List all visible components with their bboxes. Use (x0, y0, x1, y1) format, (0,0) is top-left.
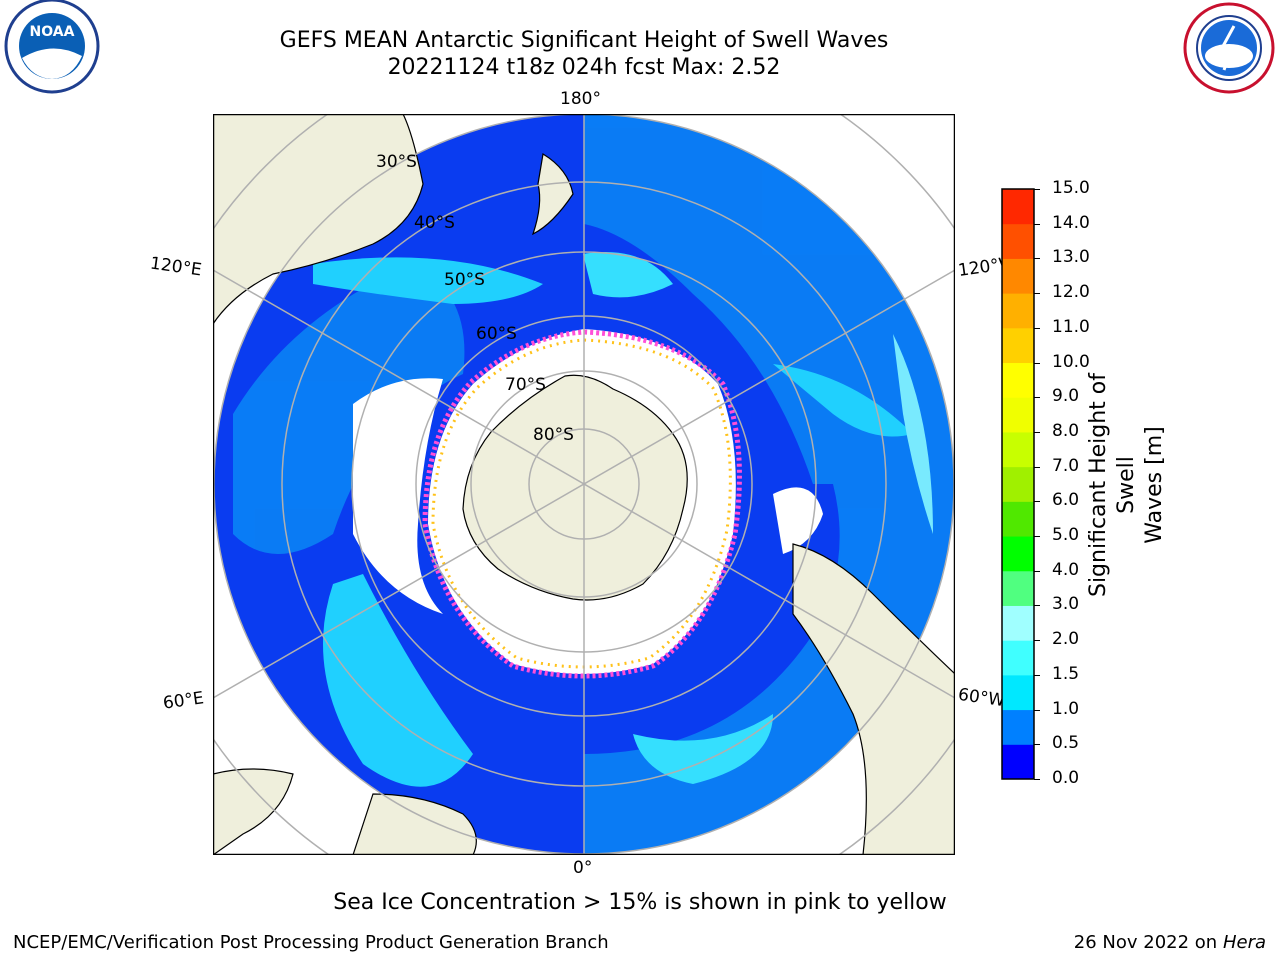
new-zealand-landmass (531, 153, 574, 236)
colorbar-tick-label: 1.5 (1052, 663, 1080, 684)
colorbar-tick-mark (1034, 570, 1040, 572)
colorbar-tick-mark (1034, 744, 1040, 746)
lon-label-120e: 120°E (148, 253, 203, 281)
colorbar-tick-label: 6.0 (1052, 490, 1080, 511)
colorbar-tick-mark (1034, 640, 1040, 642)
host-name: Hera (1222, 932, 1266, 953)
colorbar-tick-label: 0.0 (1052, 768, 1080, 788)
colorbar-tick-label: 8.0 (1052, 420, 1080, 441)
polar-map (213, 114, 955, 855)
colorbar-tick-mark (1034, 674, 1040, 676)
colorbar-tick-mark (1034, 501, 1040, 503)
colorbar-tick-label: 9.0 (1052, 386, 1080, 407)
colorbar-tick-label: 4.0 (1052, 559, 1080, 580)
colorbar-segment (1002, 258, 1034, 294)
credit-text: NCEP/EMC/Verification Post Processing Pr… (13, 932, 609, 953)
colorbar-segment (1002, 362, 1034, 398)
date-text: 26 Nov 2022 on (1073, 932, 1218, 953)
colorbar-segment (1002, 327, 1034, 364)
lon-label-0: 0° (573, 858, 593, 878)
colorbar-frame (1001, 188, 1035, 780)
sea-ice-note: Sea Ice Concentration > 15% is shown in … (333, 890, 947, 915)
colorbar-tick-mark (1034, 779, 1040, 780)
madagascar-landmass (213, 768, 294, 855)
map-frame (213, 114, 955, 855)
date-stamp: 26 Nov 2022 on Hera (1074, 932, 1266, 953)
colorbar-tick-label: 7.0 (1052, 455, 1080, 476)
colorbar-segment (1002, 570, 1034, 606)
colorbar-tick-mark (1034, 223, 1040, 225)
colorbar-tick-mark (1034, 258, 1040, 260)
noaa-logo: NOAA (4, 0, 100, 94)
svg-text:NOAA: NOAA (30, 24, 75, 40)
lat-label-40s: 40°S (414, 213, 455, 233)
colorbar-tick-label: 2.0 (1052, 629, 1080, 650)
colorbar-tick-label: 5.0 (1052, 525, 1080, 546)
colorbar-title: Significant Height of Swell Waves [m] (1085, 355, 1169, 615)
lat-label-60s: 60°S (476, 324, 517, 344)
colorbar-tick-label: 0.5 (1052, 733, 1080, 754)
colorbar-segment (1002, 431, 1034, 468)
colorbar-tick-label: 12.0 (1052, 282, 1090, 303)
colorbar-segment (1002, 501, 1034, 537)
colorbar-tick-label: 15.0 (1052, 178, 1090, 198)
lat-label-80s: 80°S (533, 425, 574, 445)
lat-label-30s: 30°S (376, 152, 417, 172)
colorbar-tick-label: 10.0 (1052, 351, 1090, 372)
colorbar-segment (1002, 744, 1034, 780)
colorbar-segment (1002, 466, 1034, 502)
colorbar-segment (1002, 709, 1034, 745)
colorbar-segment (1002, 605, 1034, 641)
colorbar-tick-mark (1034, 397, 1040, 399)
colorbar-tick-mark (1034, 605, 1040, 607)
nws-logo (1183, 2, 1275, 94)
africa-landmass (352, 793, 477, 855)
colorbar-tick-mark (1034, 536, 1040, 538)
colorbar-segment (1002, 189, 1034, 225)
colorbar-tick-label: 13.0 (1052, 247, 1090, 268)
lon-label-60e: 60°E (161, 688, 206, 714)
colorbar-tick-label: 14.0 (1052, 212, 1090, 233)
colorbar-tick-mark (1034, 327, 1040, 329)
lon-label-180: 180° (560, 89, 601, 109)
colorbar-tick-mark (1034, 466, 1040, 468)
chart-title: GEFS MEAN Antarctic Significant Height o… (279, 28, 889, 53)
colorbar-segment (1002, 397, 1034, 433)
colorbar-segment (1002, 640, 1034, 676)
colorbar-title-line2: Waves [m] (1142, 426, 1167, 544)
colorbar-tick-mark (1034, 709, 1040, 711)
colorbar-segment (1002, 223, 1034, 259)
lon-label-60w: 60°W (956, 684, 1007, 712)
colorbar (1001, 188, 1035, 780)
lat-label-50s: 50°S (444, 270, 485, 290)
colorbar-tick-label: 11.0 (1052, 316, 1090, 337)
colorbar-tick-mark (1034, 362, 1040, 364)
chart-subtitle-run: 20221124 t18z 024h fcst Max: 2.52 (387, 55, 781, 80)
colorbar-tick-mark (1034, 293, 1040, 295)
swell-field (233, 114, 954, 854)
colorbar-segment (1002, 674, 1034, 711)
colorbar-title-line1: Significant Height of Swell (1086, 372, 1139, 598)
lat-label-70s: 70°S (505, 375, 546, 395)
colorbar-tick-label: 1.0 (1052, 698, 1080, 719)
colorbar-segment (1002, 536, 1034, 572)
colorbar-tick-mark (1034, 431, 1040, 433)
colorbar-segment (1002, 293, 1034, 329)
colorbar-tick-mark (1034, 189, 1040, 190)
colorbar-tick-label: 3.0 (1052, 594, 1080, 615)
